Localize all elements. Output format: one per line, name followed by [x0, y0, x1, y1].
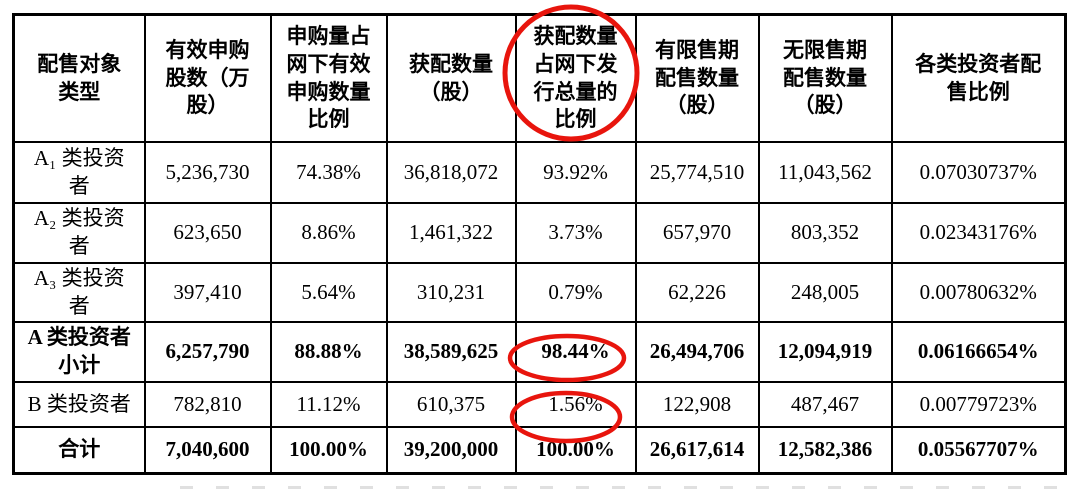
cell: 74.38% — [269, 141, 388, 204]
cell: 12,582,386 — [757, 426, 893, 475]
cell: 0.00780632% — [890, 262, 1067, 323]
cell: 610,375 — [385, 381, 517, 428]
cell: 98.44% — [514, 321, 637, 383]
cutoff-text-artifact — [180, 486, 1058, 489]
table-row: A₂ 类投资 者 623,650 8.86% 1,461,322 3.73% 657,97… — [12, 202, 1067, 264]
table-row: B 类投资者 782,810 11.12% 610,375 1.56% 122,908 48… — [12, 381, 1067, 428]
column-header-4: 获配数量 （股） — [385, 13, 517, 143]
cell: 62,226 — [634, 262, 760, 323]
table-row: A 类投资者 小计 6,257,790 88.88% 38,589,625 98.44%… — [12, 321, 1067, 383]
cell: 88.88% — [269, 321, 388, 383]
column-header-1: 配售对象 类型 — [12, 13, 146, 143]
row-label: 合计 — [12, 426, 146, 475]
column-header-2: 有效申购 股数（万 股） — [143, 13, 272, 143]
table-row: A₁ 类投资 者 5,236,730 74.38% 36,818,072 93.92% 2… — [12, 141, 1067, 204]
cell: 7,040,600 — [143, 426, 272, 475]
column-header-5: 获配数量 占网下发 行总量的 比例 — [514, 13, 637, 143]
cell: 0.02343176% — [890, 202, 1067, 264]
cell: 6,257,790 — [143, 321, 272, 383]
cell: 248,005 — [757, 262, 893, 323]
cell: 12,094,919 — [757, 321, 893, 383]
column-header-6: 有限售期 配售数量 （股） — [634, 13, 760, 143]
cell: 100.00% — [269, 426, 388, 475]
table: 配售对象 类型 有效申购 股数（万 股） 申购量占 网下有效 申购数量 比例 获配数量… — [12, 13, 1067, 475]
row-label: A₂ 类投资 者 — [12, 202, 146, 264]
cell: 803,352 — [757, 202, 893, 264]
cell: 487,467 — [757, 381, 893, 428]
table-row: 合计 7,040,600 100.00% 39,200,000 100.00% 26,61… — [12, 426, 1067, 475]
cell: 38,589,625 — [385, 321, 517, 383]
cell: 11,043,562 — [757, 141, 893, 204]
cell: 11.12% — [269, 381, 388, 428]
cell: 782,810 — [143, 381, 272, 428]
column-header-8: 各类投资者配 售比例 — [890, 13, 1067, 143]
cell: 39,200,000 — [385, 426, 517, 475]
cell: 26,617,614 — [634, 426, 760, 475]
cell: 1.56% — [514, 381, 637, 428]
header-row: 配售对象 类型 有效申购 股数（万 股） 申购量占 网下有效 申购数量 比例 获配数量… — [12, 13, 1067, 143]
cell: 657,970 — [634, 202, 760, 264]
cell: 0.06166654% — [890, 321, 1067, 383]
cell: 310,231 — [385, 262, 517, 323]
row-label: A 类投资者 小计 — [12, 321, 146, 383]
row-label: A₃ 类投资 者 — [12, 262, 146, 323]
cell: 93.92% — [514, 141, 637, 204]
row-label: B 类投资者 — [12, 381, 146, 428]
cell: 0.00779723% — [890, 381, 1067, 428]
cell: 26,494,706 — [634, 321, 760, 383]
cell: 5.64% — [269, 262, 388, 323]
cell: 3.73% — [514, 202, 637, 264]
cell: 36,818,072 — [385, 141, 517, 204]
cell: 122,908 — [634, 381, 760, 428]
cell: 8.86% — [269, 202, 388, 264]
row-label: A₁ 类投资 者 — [12, 141, 146, 204]
table-body: A₁ 类投资 者 5,236,730 74.38% 36,818,072 93.92% 2… — [12, 141, 1067, 475]
cell: 0.79% — [514, 262, 637, 323]
cell: 5,236,730 — [143, 141, 272, 204]
cell: 623,650 — [143, 202, 272, 264]
column-header-3: 申购量占 网下有效 申购数量 比例 — [269, 13, 388, 143]
cell: 100.00% — [514, 426, 637, 475]
allocation-result-table: 配售对象 类型 有效申购 股数（万 股） 申购量占 网下有效 申购数量 比例 获配数量… — [12, 13, 1067, 475]
cell: 0.05567707% — [890, 426, 1067, 475]
cell: 397,410 — [143, 262, 272, 323]
cell: 1,461,322 — [385, 202, 517, 264]
cell: 25,774,510 — [634, 141, 760, 204]
cell: 0.07030737% — [890, 141, 1067, 204]
column-header-7: 无限售期 配售数量 （股） — [757, 13, 893, 143]
table-row: A₃ 类投资 者 397,410 5.64% 310,231 0.79% 62,226 24… — [12, 262, 1067, 323]
